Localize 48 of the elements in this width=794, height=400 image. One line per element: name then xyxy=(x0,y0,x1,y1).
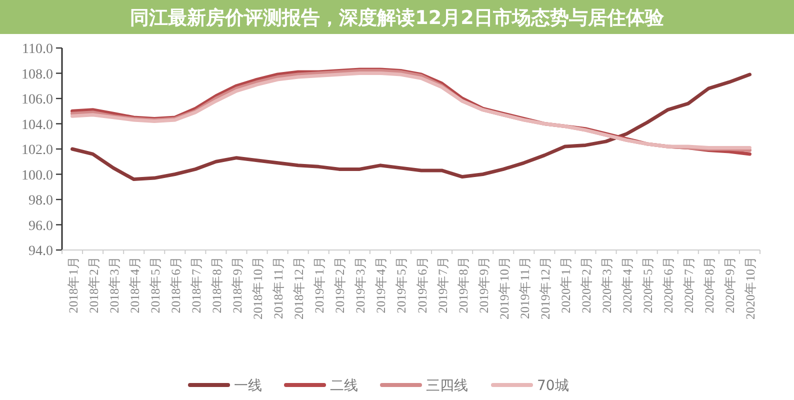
x-tick-label: 2020年5月 xyxy=(641,256,656,314)
x-tick-label: 2018年5月 xyxy=(148,256,162,314)
y-tick-label: 108.0 xyxy=(22,67,53,82)
y-tick-label: 102.0 xyxy=(22,143,53,158)
x-tick-label: 2018年10月 xyxy=(251,256,266,320)
x-tick-label: 2019年11月 xyxy=(518,256,532,320)
x-tick-label: 2020年4月 xyxy=(620,256,635,314)
x-tick-label: 2019年10月 xyxy=(497,256,512,320)
x-tick-label: 2018年11月 xyxy=(272,256,286,320)
x-tick-label: 2018年4月 xyxy=(128,256,142,314)
x-tick-label: 2018年7月 xyxy=(189,256,204,314)
x-tick-label: 2019年8月 xyxy=(456,256,470,314)
y-tick-label: 96.0 xyxy=(28,218,53,234)
x-tick-label: 2020年7月 xyxy=(682,256,696,314)
x-tick-label: 2018年3月 xyxy=(107,256,122,314)
legend-label: 二线 xyxy=(330,378,358,394)
x-tick-label: 2019年2月 xyxy=(333,256,348,314)
x-tick-label: 2019年4月 xyxy=(374,256,388,314)
x-tick-label: 2019年7月 xyxy=(436,256,450,314)
legend-label: 三四线 xyxy=(426,378,468,394)
x-tick-label: 2020年10月 xyxy=(744,256,758,320)
x-tick-label: 2020年1月 xyxy=(558,256,573,314)
y-tick-label: 100.0 xyxy=(22,168,53,184)
x-tick-label: 2019年9月 xyxy=(476,256,491,314)
x-tick-label: 2020年8月 xyxy=(702,256,717,314)
x-tick-label: 2020年9月 xyxy=(723,256,738,314)
x-tick-label: 2020年6月 xyxy=(662,256,676,314)
x-tick-label: 2019年5月 xyxy=(394,256,409,314)
chart-title: 同江最新房价评测报告，深度解读12月2日市场态势与居住体验 xyxy=(130,7,665,29)
x-tick-label: 2018年12月 xyxy=(292,256,306,320)
x-tick-label: 2018年1月 xyxy=(66,256,80,314)
x-tick-label: 2019年12月 xyxy=(538,256,552,320)
y-tick-label: 106.0 xyxy=(22,92,53,108)
legend-label: 70城 xyxy=(537,378,569,394)
x-tick-label: 2018年6月 xyxy=(168,256,183,314)
x-tick-label: 2020年3月 xyxy=(600,256,614,314)
y-tick-label: 104.0 xyxy=(22,118,53,133)
x-tick-label: 2018年8月 xyxy=(210,256,224,314)
x-tick-label: 2019年6月 xyxy=(415,256,430,314)
y-tick-label: 110.0 xyxy=(22,42,53,57)
x-tick-label: 2020年2月 xyxy=(580,256,594,314)
x-tick-label: 2018年9月 xyxy=(230,256,244,314)
x-tick-label: 2019年1月 xyxy=(312,256,327,314)
legend-label: 一线 xyxy=(234,378,262,394)
x-tick-label: 2019年3月 xyxy=(354,256,368,314)
x-tick-label: 2018年2月 xyxy=(86,256,101,314)
y-tick-label: 98.0 xyxy=(28,194,53,208)
y-tick-label: 94.0 xyxy=(28,244,53,259)
